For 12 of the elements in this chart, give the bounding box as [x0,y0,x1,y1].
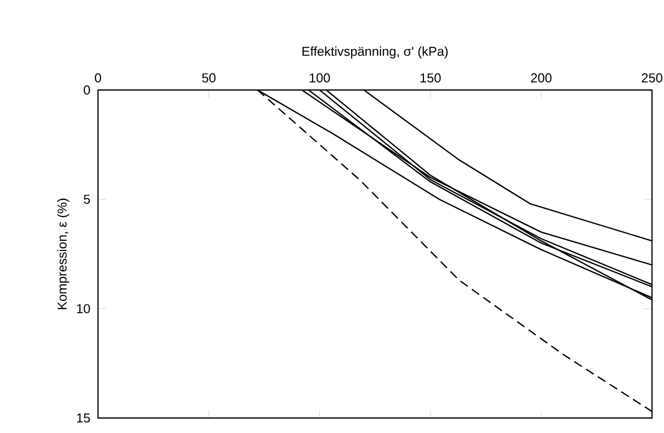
y-tick-label: 5 [84,194,90,204]
x-tick-label: 150 [420,73,441,82]
x-tick-label: 250 [642,73,662,82]
y-axis-title: Kompression, ε (%) [57,198,70,310]
x-tick-label: 200 [531,73,552,82]
y-tick-label: 0 [84,85,90,95]
y-tick-label: 15 [77,413,90,423]
x-tick-label: 100 [310,73,330,82]
y-tick-label: 10 [77,304,90,314]
x-axis-title: Effektivspänning, σ' (kPa) [302,46,448,58]
x-tick-label: 50 [202,73,216,82]
x-tick-label: 0 [94,73,102,82]
